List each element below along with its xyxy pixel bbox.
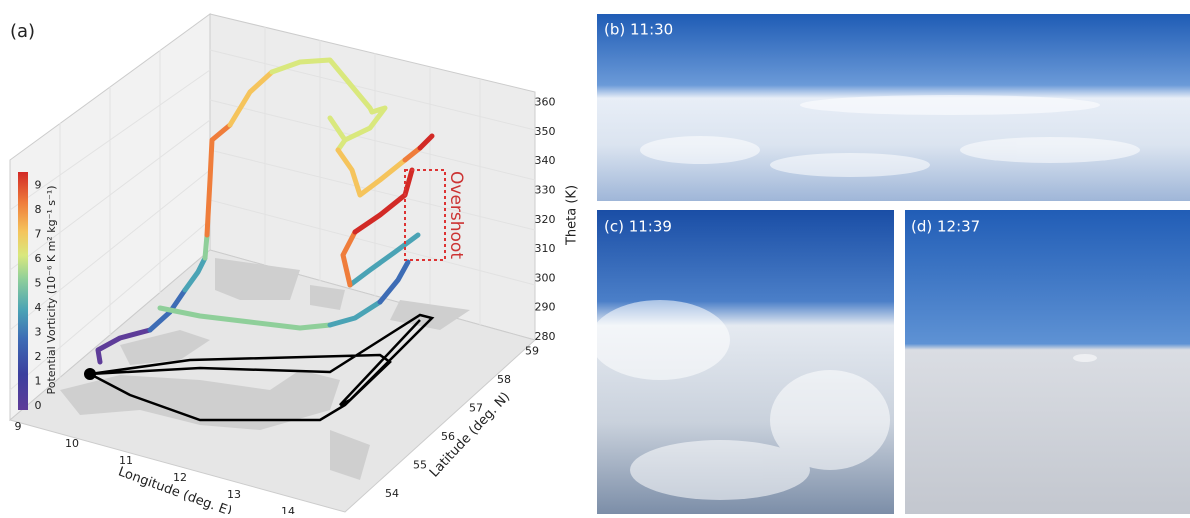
y-tick-label: 59: [525, 345, 539, 358]
z-tick-label: 330: [535, 184, 556, 197]
overshoot-box: [404, 169, 446, 261]
pane-grid: [9, 27, 536, 391]
colorbar-tick-label: 5: [35, 277, 42, 290]
x-tick-label: 9: [15, 420, 22, 433]
colorbar-tick-label: 3: [35, 326, 42, 339]
colorbar-tick-label: 2: [35, 350, 42, 363]
x-tick-label: 12: [173, 471, 187, 484]
x-tick-label: 11: [119, 454, 133, 467]
z-tick-label: 340: [535, 154, 556, 167]
z-tick-label: 290: [535, 301, 556, 314]
start-point: [84, 368, 96, 380]
y-tick-label: 54: [385, 487, 399, 500]
x-tick-label: 13: [227, 488, 241, 501]
land: [60, 258, 470, 480]
colorbar: [18, 172, 28, 410]
panel-label: (a): [10, 21, 35, 42]
colorbar-label: Potential Vorticity (10⁻⁶ K m² kg⁻¹ s⁻¹): [45, 185, 58, 394]
z-tick-label: 310: [535, 242, 556, 255]
colorbar-tick-label: 4: [35, 301, 42, 314]
trajectory: [95, 57, 435, 365]
z-axis-label: Theta (K): [565, 185, 580, 246]
z-tick-label: 350: [535, 125, 556, 138]
z-tick-label: 280: [535, 330, 556, 343]
colorbar-tick-label: 0: [35, 399, 42, 412]
y-tick-label: 57: [469, 402, 483, 415]
z-tick-label: 300: [535, 271, 556, 284]
y-tick-label: 56: [441, 430, 455, 443]
colorbar-tick-label: 7: [35, 228, 42, 241]
z-tick-label: 320: [535, 213, 556, 226]
photo-d: [905, 210, 1190, 514]
y-tick-label: 55: [413, 459, 427, 472]
colorbar-tick-label: 6: [35, 252, 42, 265]
flight-track: [85, 313, 435, 422]
photo-caption: (c) 11:39: [604, 218, 672, 236]
x-tick-label: 10: [65, 437, 79, 450]
colorbar-tick-label: 8: [35, 203, 42, 216]
photo-caption: (b) 11:30: [604, 21, 673, 39]
photo-caption: (d) 12:37: [911, 218, 980, 236]
y-tick-label: 58: [497, 373, 511, 386]
colorbar-tick-label: 1: [35, 375, 42, 388]
z-tick-label: 360: [535, 96, 556, 109]
cloud-texture: [590, 95, 1140, 500]
x-tick-label: 14: [281, 505, 295, 514]
overshoot-label: Overshoot: [446, 171, 466, 259]
colorbar-tick-label: 9: [35, 179, 42, 192]
